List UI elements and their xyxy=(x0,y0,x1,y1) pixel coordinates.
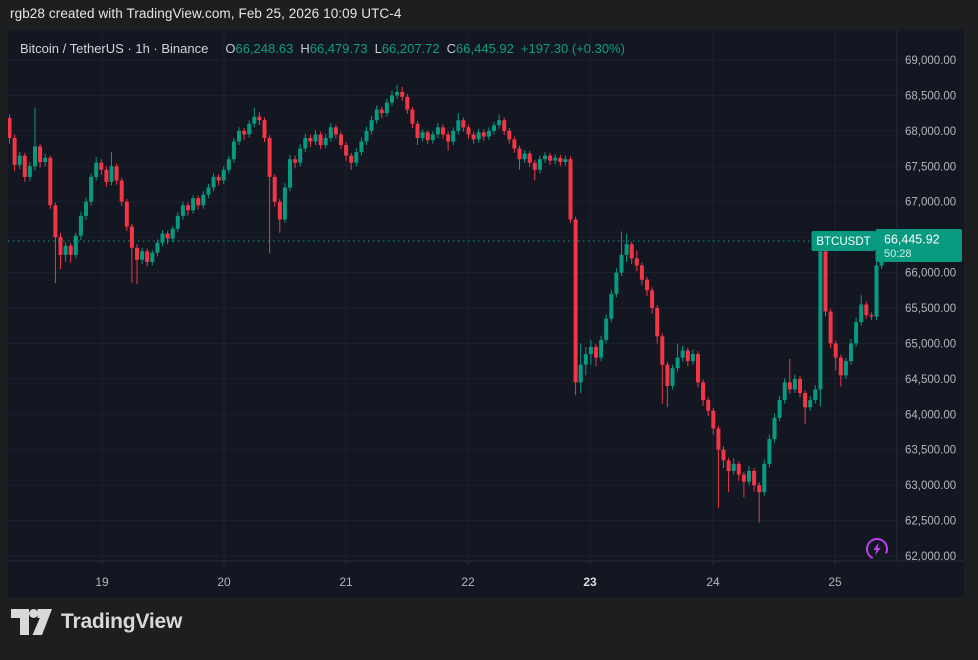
svg-text:23: 23 xyxy=(583,575,597,589)
legend-close-value: 66,445.92 xyxy=(456,41,514,56)
price-badge-value: 66,445.92 xyxy=(884,232,940,246)
svg-text:21: 21 xyxy=(339,575,353,589)
svg-text:20: 20 xyxy=(217,575,231,589)
svg-text:19: 19 xyxy=(95,575,109,589)
svg-text:25: 25 xyxy=(828,575,842,589)
legend-open-key: O xyxy=(225,41,236,56)
svg-text:69,000.00: 69,000.00 xyxy=(905,55,956,67)
svg-text:68,000.00: 68,000.00 xyxy=(905,126,956,138)
candlestick-chart[interactable]: 69,000.00 68,500.00 68,000.00 67,500.00 67,0… xyxy=(8,30,964,597)
tradingview-logo-text: TradingView xyxy=(61,610,183,633)
current-price-label: BTCUSDT 66,445.92 50:28 xyxy=(8,228,962,262)
svg-text:66,000.00: 66,000.00 xyxy=(905,268,956,280)
svg-text:64,500.00: 64,500.00 xyxy=(905,374,956,386)
svg-text:62,500.00: 62,500.00 xyxy=(905,516,956,528)
svg-text:62,000.00: 62,000.00 xyxy=(905,551,956,563)
symbol-badge xyxy=(811,230,876,251)
legend-open-value: 66,248.63 xyxy=(235,41,294,56)
legend-change: +197.30 (+0.30%) xyxy=(520,41,625,56)
chart-panel: 69,000.00 68,500.00 68,000.00 67,500.00 67,0… xyxy=(8,30,964,597)
svg-text:64,000.00: 64,000.00 xyxy=(905,409,956,421)
grid-lines xyxy=(8,30,897,561)
tradingview-logo[interactable]: TradingView xyxy=(11,608,182,636)
candles xyxy=(8,84,889,523)
legend-high-value: 66,479.73 xyxy=(309,41,368,56)
svg-text:67,000.00: 67,000.00 xyxy=(905,197,956,209)
legend-high-key: H xyxy=(300,41,310,56)
axis-labels: 69,000.00 68,500.00 68,000.00 67,500.00 67,0… xyxy=(95,55,956,589)
flash-icon[interactable] xyxy=(864,536,891,563)
svg-text:65,500.00: 65,500.00 xyxy=(905,303,956,315)
price-badge-countdown: 50:28 xyxy=(884,248,912,260)
svg-text:22: 22 xyxy=(461,575,475,589)
tradingview-logo-icon xyxy=(11,609,52,635)
attribution-text: rgb28 created with TradingView.com, Feb … xyxy=(10,6,402,21)
legend-low-value: 66,207.72 xyxy=(381,41,440,56)
chart-legend: Bitcoin / TetherUS · 1h · Binance O66,248… xyxy=(20,41,625,56)
svg-text:67,500.00: 67,500.00 xyxy=(905,161,956,173)
legend-low-key: L xyxy=(374,41,382,56)
svg-text:24: 24 xyxy=(706,575,720,589)
svg-text:68,500.00: 68,500.00 xyxy=(905,90,956,102)
symbol-badge-text: BTCUSDT xyxy=(816,236,870,248)
legend-close-key: C xyxy=(446,41,457,56)
svg-text:65,000.00: 65,000.00 xyxy=(905,338,956,350)
price-badge xyxy=(875,228,962,262)
svg-text:63,500.00: 63,500.00 xyxy=(905,445,956,457)
svg-text:63,000.00: 63,000.00 xyxy=(905,480,956,492)
legend-symbol-title[interactable]: Bitcoin / TetherUS · 1h · Binance xyxy=(20,41,209,56)
